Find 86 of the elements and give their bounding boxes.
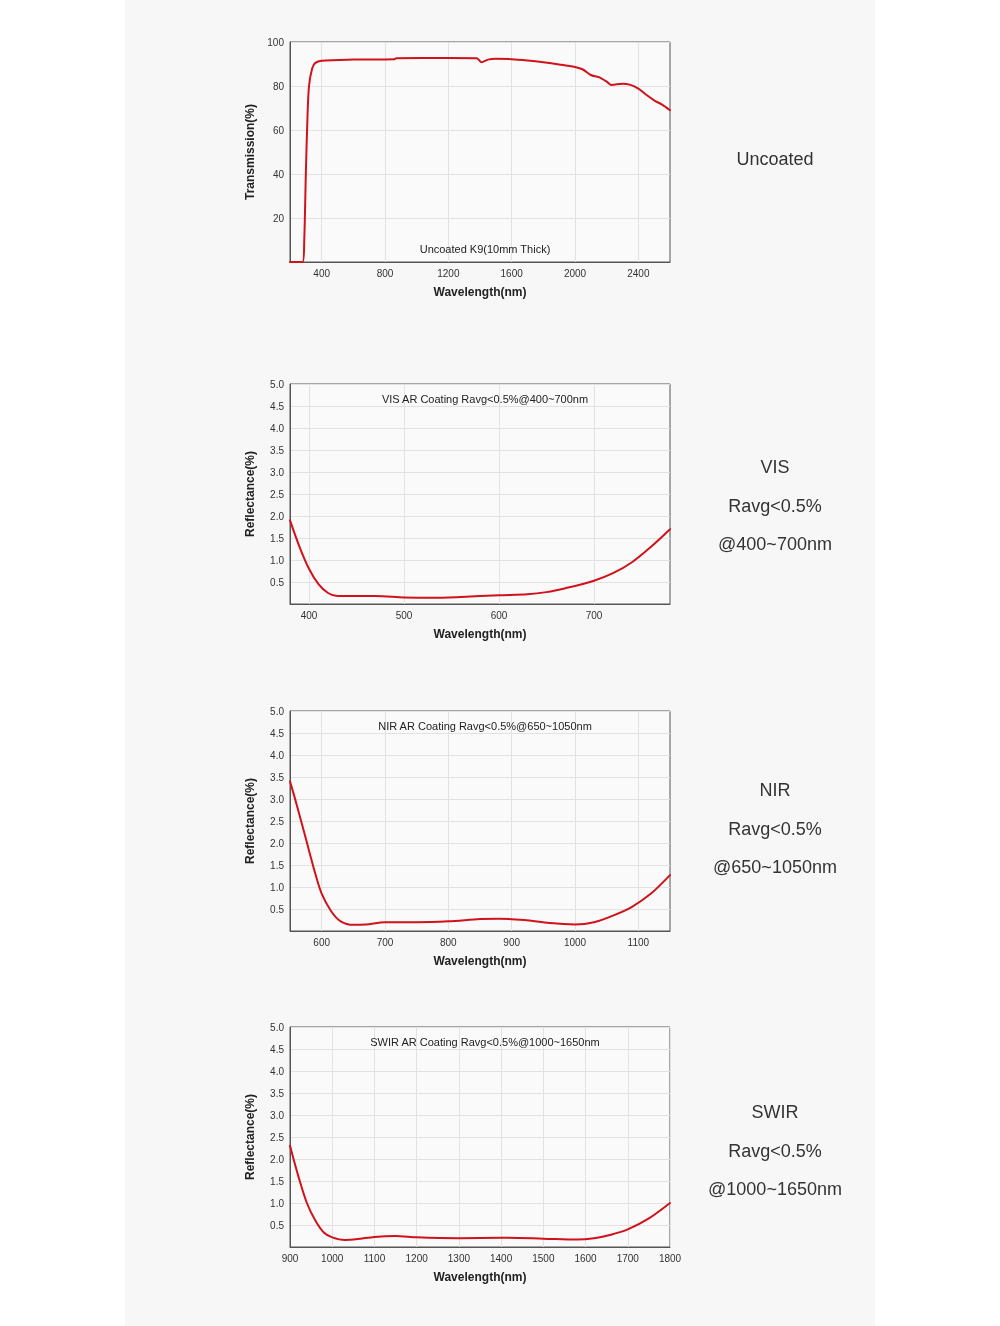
y-tick-label: 4.5 <box>270 400 285 412</box>
x-tick-label: 1300 <box>447 1252 471 1264</box>
x-tick-label: 1600 <box>574 1252 598 1264</box>
x-tick-label: 2400 <box>627 267 650 279</box>
y-tick-label: 4.0 <box>270 422 285 434</box>
x-axis-title: Wavelength(nm) <box>433 285 527 299</box>
y-tick-label: 3.0 <box>270 1109 285 1121</box>
y-tick-label: 3.0 <box>270 793 285 805</box>
y-tick-label: 100 <box>267 36 285 48</box>
text: SWIR AR Coating Ravg<0.5%@1000~1650nm <box>370 1035 600 1048</box>
x-tick-label: 1100 <box>627 936 650 948</box>
y-tick-label: 2.0 <box>270 510 285 522</box>
y-tick-label: 4.0 <box>270 749 285 761</box>
text: Uncoated K9(10mm Thick) <box>419 242 551 255</box>
y-tick-label: 3.5 <box>270 1087 285 1099</box>
y-tick-label: 1.5 <box>270 1175 285 1187</box>
x-tick-label: 800 <box>376 267 394 279</box>
y-tick-label: 1.0 <box>270 554 285 566</box>
y-tick-label: 2.5 <box>270 488 285 500</box>
x-tick-label: 1000 <box>563 936 587 948</box>
y-tick-label: 40 <box>272 168 285 180</box>
x-tick-label: 1200 <box>437 267 460 279</box>
x-tick-label: 1400 <box>489 1252 513 1264</box>
text: SWIR <box>750 1101 800 1124</box>
text: NIR AR Coating Ravg<0.5%@650~1050nm <box>378 719 592 732</box>
x-tick-label: 400 <box>300 609 318 621</box>
y-tick-label: 1.5 <box>270 859 285 871</box>
x-tick-label: 700 <box>585 609 603 621</box>
line-series <box>289 780 671 926</box>
x-axis-title: Wavelength(nm) <box>433 954 527 968</box>
x-tick-label: 1800 <box>658 1252 682 1264</box>
y-tick-label: 1.0 <box>270 881 285 893</box>
text: @650~1050nm <box>712 856 838 879</box>
y-tick-label: 5.0 <box>270 705 285 717</box>
y-axis-title: Reflectance(%) <box>243 777 257 865</box>
text: Uncoated <box>735 148 815 171</box>
text: VIS AR Coating Ravg<0.5%@400~700nm <box>381 392 589 405</box>
y-tick-label: 0.5 <box>270 1219 285 1231</box>
y-axis-title: Transmission(%) <box>243 103 257 201</box>
y-tick-label: 5.0 <box>270 1021 285 1033</box>
y-tick-label: 3.5 <box>270 444 285 456</box>
line-series <box>289 1144 671 1241</box>
x-axis-title: Wavelength(nm) <box>433 627 527 641</box>
y-tick-label: 60 <box>272 124 285 136</box>
x-tick-label: 1000 <box>321 1252 344 1264</box>
y-tick-label: 20 <box>272 212 285 224</box>
x-tick-label: 1500 <box>532 1252 555 1264</box>
x-tick-label: 600 <box>313 936 331 948</box>
x-axis-title: Wavelength(nm) <box>433 1270 527 1284</box>
x-tick-label: 1200 <box>405 1252 429 1264</box>
x-tick-label: 1100 <box>363 1252 386 1264</box>
y-tick-label: 3.0 <box>270 466 285 478</box>
y-tick-label: 80 <box>272 80 285 92</box>
y-axis-title: Reflectance(%) <box>243 1093 257 1181</box>
y-tick-label: 3.5 <box>270 771 285 783</box>
text: Ravg<0.5% <box>727 494 823 518</box>
x-tick-label: 500 <box>395 609 413 621</box>
x-tick-label: 1700 <box>616 1252 640 1264</box>
y-tick-label: 2.5 <box>270 815 285 827</box>
text: @400~700nm <box>717 533 833 556</box>
line-series <box>289 519 671 599</box>
x-tick-label: 700 <box>376 936 394 948</box>
text: Ravg<0.5% <box>727 817 823 841</box>
y-tick-label: 0.5 <box>270 576 285 588</box>
text: NIR <box>758 779 792 802</box>
y-tick-label: 1.0 <box>270 1197 285 1209</box>
y-tick-label: 2.5 <box>270 1131 285 1143</box>
y-tick-label: 0.5 <box>270 903 285 915</box>
x-tick-label: 2000 <box>563 267 587 279</box>
x-tick-label: 400 <box>313 267 331 279</box>
y-tick-label: 5.0 <box>270 378 285 390</box>
y-tick-label: 1.5 <box>270 532 285 544</box>
y-axis-title: Reflectance(%) <box>243 450 257 538</box>
x-tick-label: 900 <box>503 936 521 948</box>
x-tick-label: 600 <box>490 609 508 621</box>
y-tick-label: 4.5 <box>270 1043 285 1055</box>
text: Ravg<0.5% <box>727 1139 823 1163</box>
x-tick-label: 900 <box>281 1252 299 1264</box>
x-tick-label: 1600 <box>500 267 524 279</box>
y-tick-label: 2.0 <box>270 837 285 849</box>
y-tick-label: 2.0 <box>270 1153 285 1165</box>
y-tick-label: 4.5 <box>270 727 285 739</box>
y-tick-label: 4.0 <box>270 1065 285 1077</box>
x-tick-label: 800 <box>439 936 458 948</box>
text: VIS <box>759 456 791 479</box>
text: @1000~1650nm <box>707 1178 843 1201</box>
